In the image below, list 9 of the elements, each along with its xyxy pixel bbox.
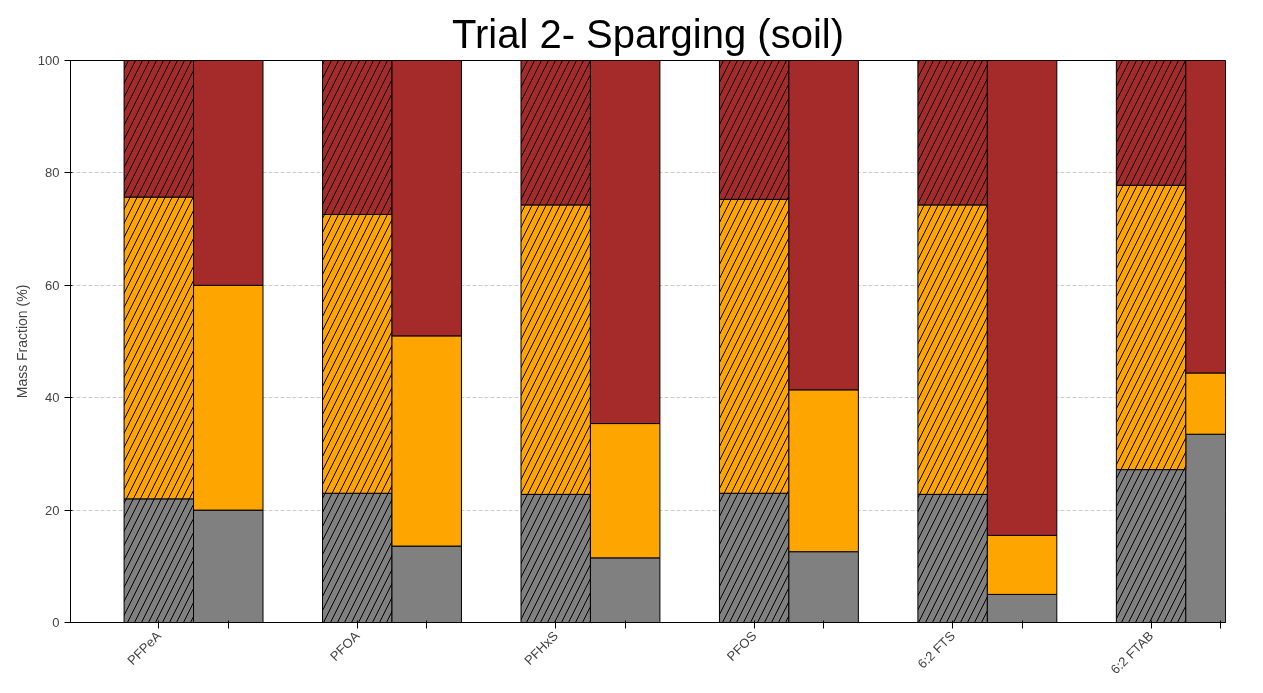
chart-title: Trial 2- Sparging (soil) xyxy=(452,11,844,56)
y-tick-label: 100 xyxy=(37,53,60,68)
y-tick-label: 60 xyxy=(45,277,60,293)
y-tick-label: 0 xyxy=(52,615,60,630)
x-tick-label: 6:2 FTS xyxy=(914,627,959,672)
y-tick-label: 40 xyxy=(45,390,60,406)
y-tick-label: 80 xyxy=(45,165,60,181)
y-tick-label: 20 xyxy=(45,502,60,518)
y-axis-title: Mass Fraction (%) xyxy=(13,284,30,399)
